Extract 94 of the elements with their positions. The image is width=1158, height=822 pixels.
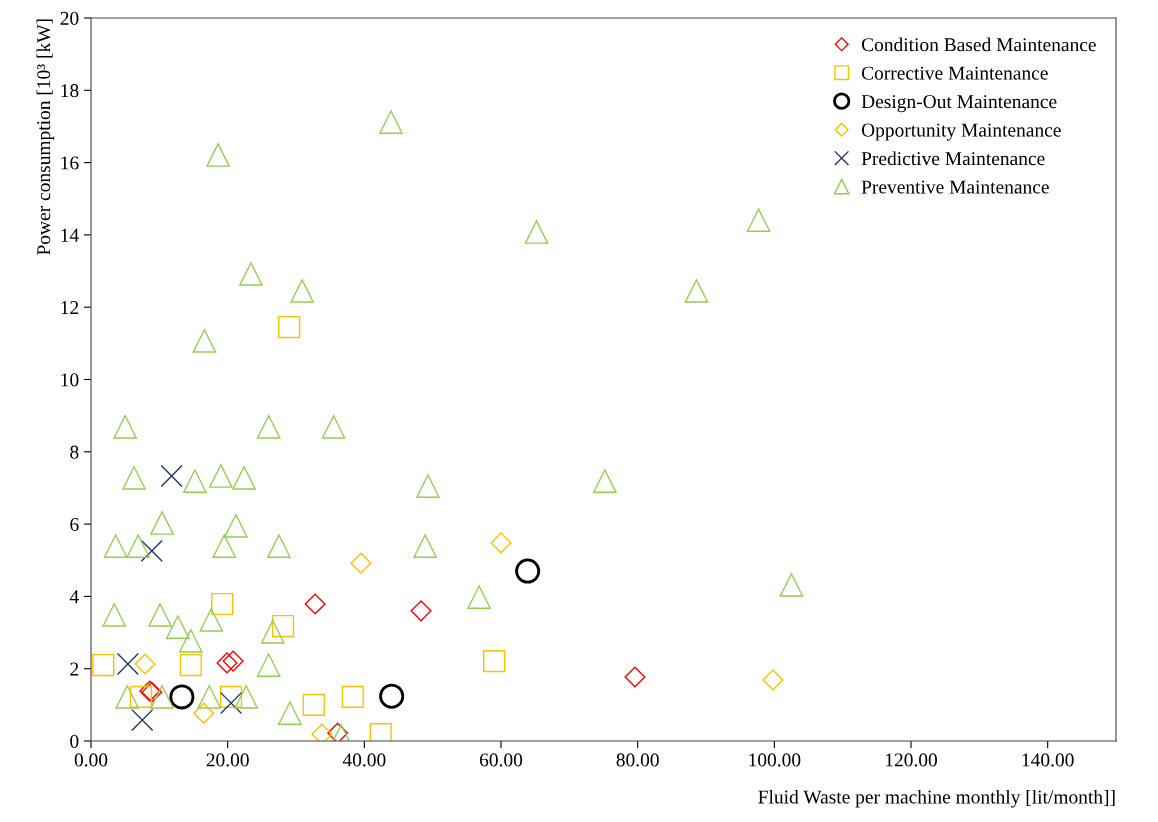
y-tick-label: 2	[70, 662, 79, 676]
point	[260, 620, 285, 644]
point	[410, 600, 432, 622]
point	[413, 534, 437, 558]
point	[126, 534, 150, 558]
y-tick-label: 14	[61, 228, 79, 242]
x-tick-label: 0.00	[74, 753, 108, 767]
point	[779, 573, 804, 597]
point	[290, 279, 314, 303]
point	[211, 592, 234, 616]
point	[302, 693, 325, 716]
point	[341, 685, 364, 709]
y-tick-label: 4	[69, 590, 79, 604]
y-tick-label: 6	[70, 517, 79, 532]
point	[746, 208, 771, 232]
legend-label: Condition Based Maintenance	[861, 37, 1096, 52]
point	[515, 558, 541, 584]
point	[169, 684, 195, 710]
point	[116, 652, 140, 676]
point	[234, 685, 258, 709]
point	[350, 552, 372, 574]
point	[483, 649, 506, 673]
point	[206, 143, 230, 167]
point	[256, 415, 281, 439]
point	[219, 691, 243, 715]
point	[134, 653, 156, 675]
point	[160, 464, 183, 488]
point	[122, 466, 146, 490]
x-tick-label: 40.00	[342, 753, 386, 767]
point	[197, 685, 222, 709]
x-tick-label: 120.00	[885, 753, 937, 767]
point	[129, 685, 152, 709]
y-axis-title: Power consumption [10³ [kW]	[36, 19, 55, 255]
point	[192, 329, 217, 353]
point	[762, 669, 784, 691]
point	[256, 653, 281, 677]
point	[327, 722, 349, 741]
point	[209, 464, 233, 488]
x-tick-label: 140.00	[1022, 753, 1074, 767]
point	[467, 585, 491, 609]
point	[267, 534, 291, 558]
point	[624, 666, 646, 688]
legend-label: Predictive Maintenance	[861, 151, 1045, 166]
point	[150, 685, 174, 709]
x-tick-label: 80.00	[616, 753, 659, 767]
point	[278, 701, 302, 725]
point	[219, 685, 243, 709]
point	[131, 708, 154, 732]
point	[199, 608, 224, 632]
point	[216, 652, 238, 674]
point	[178, 629, 203, 653]
point	[115, 685, 140, 709]
point	[278, 315, 301, 339]
point	[684, 279, 709, 303]
point	[271, 614, 295, 638]
point	[150, 511, 174, 535]
y-tick-label: 18	[61, 84, 79, 98]
y-tick-label: 10	[61, 373, 79, 387]
point	[239, 262, 263, 286]
x-tick-label: 100.00	[749, 753, 801, 767]
point	[224, 514, 248, 538]
point	[304, 593, 326, 615]
legend-label: Corrective Maintenance	[861, 66, 1048, 80]
point	[113, 415, 137, 439]
legend-label: Design-Out Maintenance	[861, 95, 1057, 113]
y-tick-label: 8	[70, 445, 79, 459]
y-tick-label: 0	[70, 734, 79, 748]
point	[183, 469, 207, 493]
point	[416, 474, 440, 498]
x-tick-label: 60.00	[479, 753, 523, 767]
point	[103, 534, 128, 558]
point	[379, 110, 403, 134]
point	[379, 683, 405, 709]
point	[232, 466, 256, 490]
x-tick-label: 20.00	[206, 753, 249, 767]
legend-label: Preventive Maintenance	[861, 180, 1049, 194]
x-axis-title: Fluid Waste per machine monthly [lit/month]]	[758, 789, 1115, 808]
point	[222, 650, 244, 672]
legend-label: Opportunity Maintenance	[861, 123, 1061, 141]
point	[102, 603, 127, 627]
point	[490, 532, 512, 554]
point	[165, 615, 190, 639]
point	[212, 534, 237, 558]
point	[148, 603, 172, 627]
point	[179, 653, 202, 677]
y-tick-label: 20	[60, 11, 79, 25]
point	[193, 702, 215, 724]
point	[140, 539, 163, 562]
point	[524, 220, 549, 244]
point	[593, 469, 617, 493]
point	[321, 415, 346, 439]
y-tick-label: 12	[61, 301, 79, 314]
point	[92, 653, 115, 677]
y-tick-label: 16	[61, 156, 79, 170]
